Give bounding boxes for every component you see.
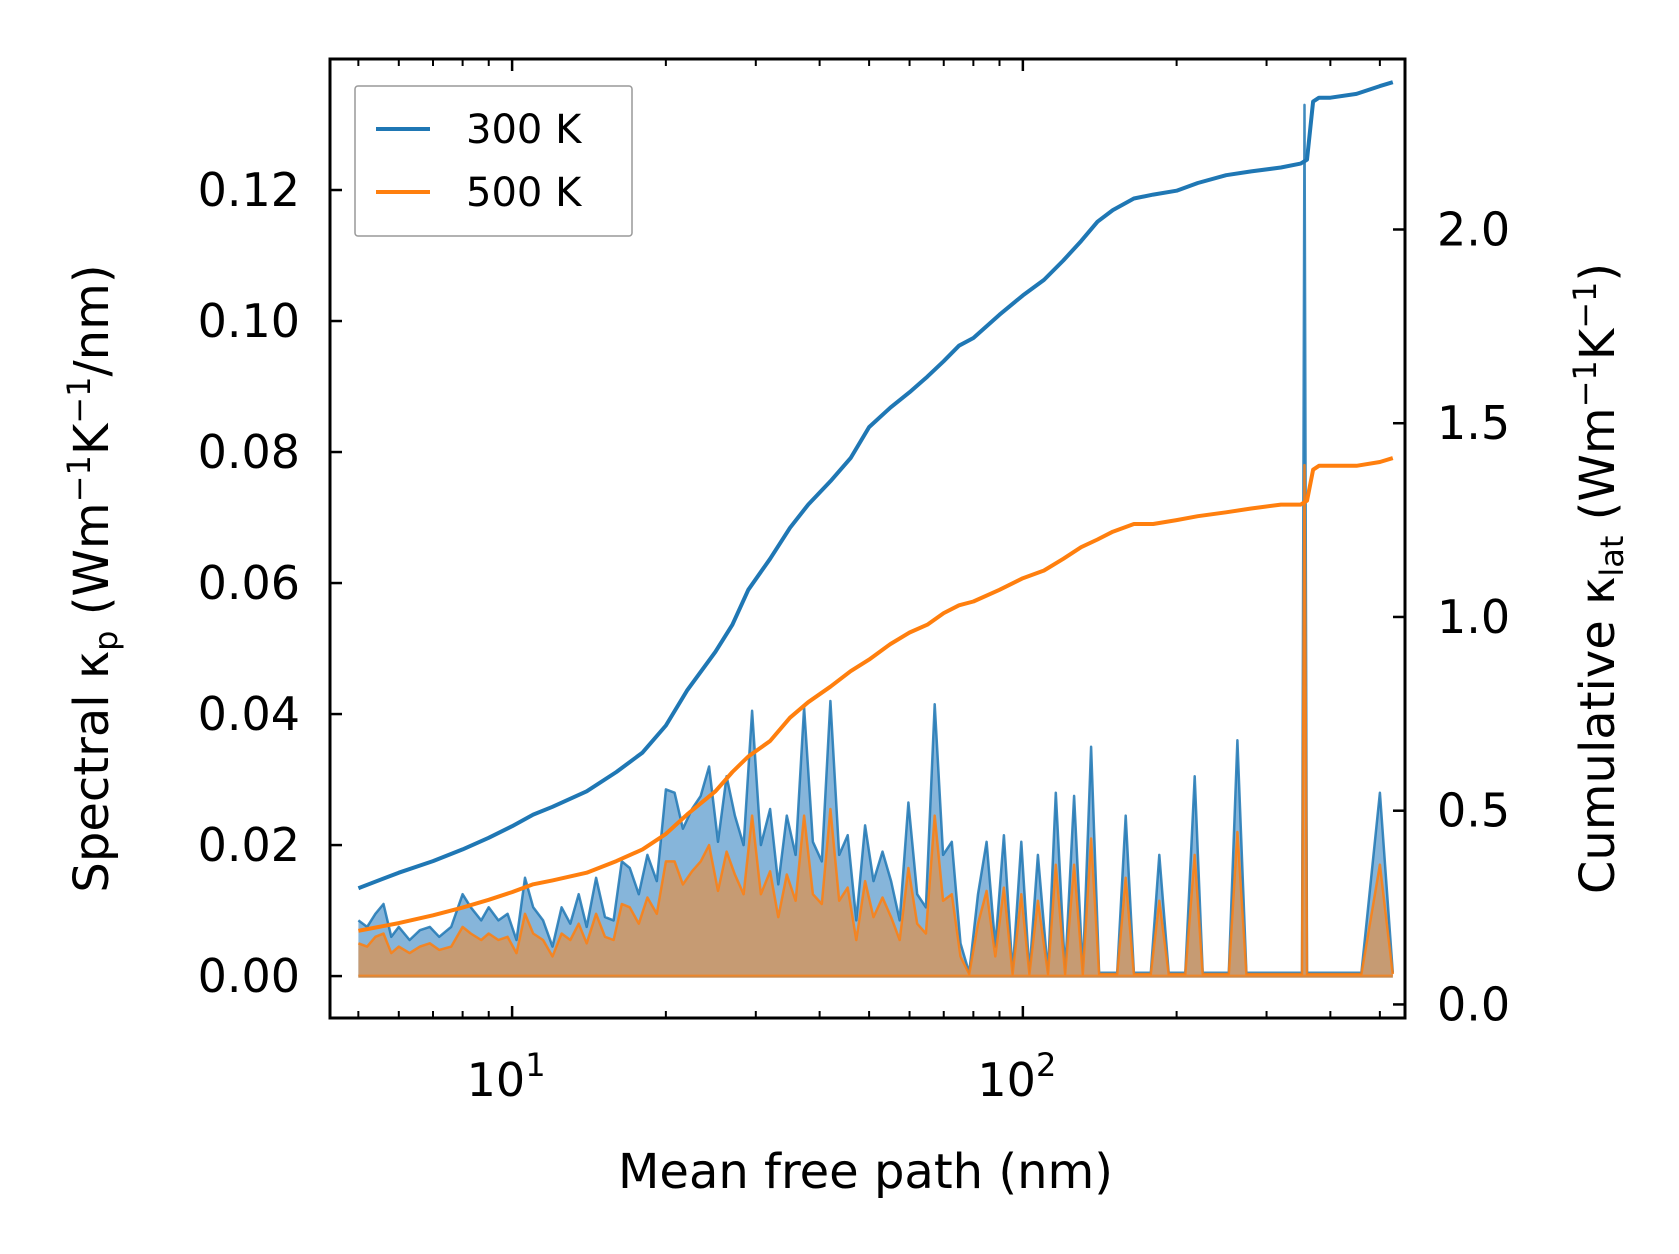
y-right-label-mid: K	[1570, 327, 1626, 360]
x-axis-label: Mean free path (nm)	[618, 1144, 1113, 1200]
y-left-label-sup1: −1	[60, 455, 98, 502]
y-left-label-tail: /nm)	[64, 264, 120, 376]
y-right-tick-label: 0.0	[1437, 977, 1510, 1031]
y-left-tick-label: 0.10	[198, 294, 300, 348]
x-tick-label-base: 10	[977, 1053, 1036, 1107]
x-tick-label-exponent: 2	[1036, 1046, 1056, 1084]
y-right-label-sub: lat	[1593, 536, 1631, 577]
cumulative-line-500k	[358, 456, 1394, 933]
y-left-tick-label: 0.08	[198, 425, 300, 479]
y-axis-left-label: Spectral κp (Wm−1K−1/nm)	[60, 264, 125, 892]
x-tick-label: 102	[977, 1046, 1056, 1107]
y-left-label-pre: Spectral κ	[64, 651, 120, 893]
plot-frame	[328, 57, 1407, 1020]
y-left-tick-label: 0.04	[198, 687, 300, 741]
y-left-label-mid: K	[64, 422, 120, 455]
y-left-label-post: (Wm	[64, 502, 120, 630]
y-left-label-sub: p	[87, 631, 125, 651]
spectral-layer	[357, 103, 1395, 978]
legend-label-300k: 300 K	[466, 107, 583, 153]
y-left-tick-label: 0.00	[198, 949, 300, 1003]
y-axis-right-label: Cumulative κlat (Wm−1K−1)	[1566, 263, 1631, 894]
x-tick-label-base: 10	[467, 1053, 526, 1107]
y-right-label-sup1: −1	[1566, 360, 1604, 407]
legend-box	[354, 85, 633, 237]
y-left-label-sup2: −1	[60, 377, 98, 424]
y-right-tick-label: 1.0	[1437, 590, 1510, 644]
x-tick-label: 101	[467, 1046, 546, 1107]
y-right-label-sup2: −1	[1566, 282, 1604, 329]
y-right-tick-label: 0.5	[1437, 784, 1510, 838]
cumulative-layer	[357, 80, 1394, 933]
y-right-label-pre: Cumulative κ	[1570, 577, 1626, 895]
y-right-label-post: (Wm	[1570, 407, 1626, 535]
legend: 300 K 500 K	[354, 85, 633, 237]
y-right-label-tail: )	[1570, 263, 1626, 282]
y-left-tick-label: 0.06	[198, 556, 300, 610]
tick-layer: 0.00 0.02 0.04 0.06 0.08 0.10 0.12 0.0 0.5 1.0 1.5…	[198, 59, 1510, 1107]
y-left-tick-label: 0.12	[198, 163, 300, 217]
legend-label-500k: 500 K	[466, 170, 583, 216]
x-tick-label-exponent: 1	[525, 1046, 545, 1084]
cumulative-line-300k	[357, 80, 1394, 891]
y-right-tick-label: 2.0	[1437, 202, 1510, 256]
spectral-line-500k	[357, 463, 1395, 976]
spectral-line-300k	[357, 103, 1395, 975]
y-left-tick-label: 0.02	[198, 818, 300, 872]
y-right-tick-label: 1.5	[1437, 396, 1510, 450]
